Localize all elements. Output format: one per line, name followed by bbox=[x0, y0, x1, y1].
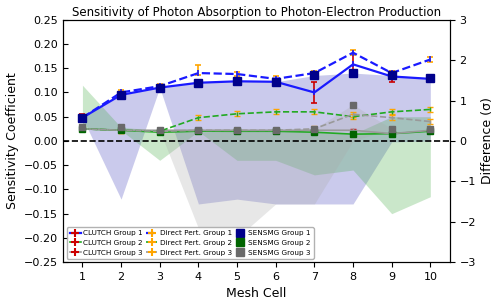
SENSMG Group 1 bbox=[350, 71, 356, 75]
SENSMG Group 1 bbox=[312, 74, 318, 77]
SENSMG Group 2 bbox=[118, 129, 124, 132]
SENSMG Group 1 bbox=[196, 81, 202, 84]
SENSMG Group 2 bbox=[312, 130, 318, 134]
SENSMG Group 1 bbox=[428, 76, 434, 80]
SENSMG Group 2 bbox=[196, 129, 202, 133]
SENSMG Group 2 bbox=[80, 127, 86, 131]
SENSMG Group 1 bbox=[234, 80, 240, 83]
SENSMG Group 1 bbox=[272, 80, 278, 84]
SENSMG Group 3 bbox=[156, 129, 162, 132]
SENSMG Group 3 bbox=[350, 103, 356, 106]
Legend: CLUTCH Group 1, CLUTCH Group 2, CLUTCH Group 3, Direct Pert. Group 1, Direct Per: CLUTCH Group 1, CLUTCH Group 2, CLUTCH G… bbox=[66, 227, 314, 259]
SENSMG Group 3 bbox=[272, 129, 278, 132]
SENSMG Group 3 bbox=[312, 127, 318, 131]
SENSMG Group 2 bbox=[388, 132, 394, 136]
Line: SENSMG Group 1: SENSMG Group 1 bbox=[78, 69, 434, 121]
SENSMG Group 2 bbox=[272, 129, 278, 133]
SENSMG Group 3 bbox=[80, 125, 86, 129]
SENSMG Group 2 bbox=[428, 129, 434, 133]
X-axis label: Mesh Cell: Mesh Cell bbox=[226, 287, 286, 300]
Y-axis label: Difference (σ): Difference (σ) bbox=[482, 98, 494, 185]
SENSMG Group 2 bbox=[156, 130, 162, 134]
Y-axis label: Sensitivity Coefficient: Sensitivity Coefficient bbox=[6, 73, 18, 209]
Line: SENSMG Group 2: SENSMG Group 2 bbox=[80, 126, 433, 137]
SENSMG Group 2 bbox=[350, 132, 356, 136]
Line: SENSMG Group 3: SENSMG Group 3 bbox=[80, 102, 433, 133]
SENSMG Group 3 bbox=[234, 129, 240, 132]
SENSMG Group 3 bbox=[196, 129, 202, 132]
SENSMG Group 1 bbox=[80, 116, 86, 120]
SENSMG Group 3 bbox=[118, 125, 124, 129]
SENSMG Group 1 bbox=[388, 74, 394, 77]
Title: Sensitivity of Photon Absorption to Photon-Electron Production: Sensitivity of Photon Absorption to Phot… bbox=[72, 6, 441, 19]
SENSMG Group 1 bbox=[156, 86, 162, 89]
SENSMG Group 3 bbox=[428, 127, 434, 131]
SENSMG Group 1 bbox=[118, 93, 124, 97]
SENSMG Group 2 bbox=[234, 129, 240, 133]
SENSMG Group 3 bbox=[388, 127, 394, 131]
